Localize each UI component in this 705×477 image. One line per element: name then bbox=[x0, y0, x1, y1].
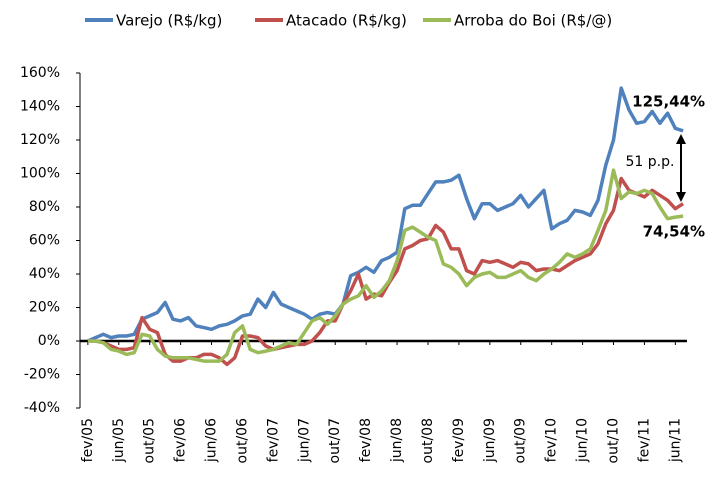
y-tick-label: -40% bbox=[24, 400, 60, 416]
y-tick-label: 0% bbox=[38, 333, 60, 349]
x-tick-label: jun/06 bbox=[204, 418, 220, 463]
y-tick-label: 60% bbox=[29, 233, 60, 249]
x-tick-label: jun/07 bbox=[296, 418, 312, 463]
x-tick-label: jun/11 bbox=[667, 418, 683, 463]
y-tick-label: 120% bbox=[20, 132, 60, 148]
x-tick-label: fev/09 bbox=[451, 418, 467, 462]
x-tick-label: out/07 bbox=[327, 418, 343, 463]
x-tick-label: out/06 bbox=[234, 418, 250, 464]
x-tick-label: jun/10 bbox=[575, 418, 591, 463]
y-tick-label: 140% bbox=[20, 99, 60, 115]
legend-label: Atacado (R$/kg) bbox=[286, 12, 407, 30]
y-tick-label: -20% bbox=[24, 367, 60, 383]
y-tick-label: 100% bbox=[20, 166, 60, 182]
data-label: 74,54% bbox=[643, 223, 705, 241]
y-tick-label: 80% bbox=[29, 199, 60, 215]
y-tick-label: 40% bbox=[29, 266, 60, 282]
x-tick-label: fev/11 bbox=[636, 418, 652, 462]
y-tick-label: 20% bbox=[29, 300, 60, 316]
x-tick-label: out/10 bbox=[606, 418, 622, 463]
x-tick-label: out/09 bbox=[513, 418, 529, 463]
legend-label: Arroba do Boi (R$/@) bbox=[454, 12, 612, 30]
x-tick-label: fev/05 bbox=[80, 418, 96, 462]
series-line bbox=[87, 86, 684, 343]
x-tick-label: out/05 bbox=[142, 418, 158, 463]
data-label: 125,44% bbox=[632, 92, 705, 110]
x-tick-label: fev/07 bbox=[265, 418, 281, 462]
series-line bbox=[87, 168, 684, 363]
legend-label: Varejo (R$/kg) bbox=[116, 12, 222, 30]
x-tick-label: out/08 bbox=[420, 418, 436, 463]
x-tick-label: jun/08 bbox=[389, 418, 405, 463]
x-tick-label: fev/10 bbox=[544, 418, 560, 462]
y-tick-label: 160% bbox=[20, 65, 60, 81]
x-tick-label: fev/08 bbox=[358, 418, 374, 462]
x-tick-label: jun/09 bbox=[482, 418, 498, 463]
x-tick-label: jun/05 bbox=[111, 418, 127, 463]
x-tick-label: fev/06 bbox=[173, 418, 189, 462]
annotation: 51 p.p. bbox=[626, 154, 675, 170]
